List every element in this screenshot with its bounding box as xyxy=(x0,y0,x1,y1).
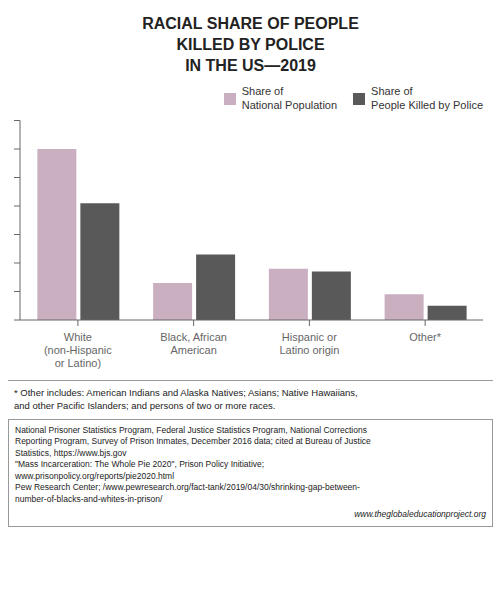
html-text:Share of National Population: Share of National Population xyxy=(241,85,338,112)
html-text:National Prisoner Statistics P: National Prisoner Statistics Program, Fe… xyxy=(15,425,371,504)
html-text:www.theglobaleducationproject.: www.theglobaleducationproject.org xyxy=(354,509,486,520)
svg-text:Other*: Other* xyxy=(409,331,442,343)
html-text:* Other includes: American Ind: * Other includes: American Indians and A… xyxy=(14,387,358,412)
svg-text:White(non-Hispanicor Latino): White(non-Hispanicor Latino) xyxy=(44,331,112,369)
svg-text:Hispanic orLatino origin: Hispanic orLatino origin xyxy=(279,331,339,356)
html-text:Share of People Killed by Poli: Share of People Killed by Police xyxy=(371,85,483,112)
html-text:RACIAL SHARE OF PEOPLE KILLED: RACIAL SHARE OF PEOPLE KILLED BY POLICE … xyxy=(142,15,359,74)
svg-text:Black, AfricanAmerican: Black, AfricanAmerican xyxy=(160,331,227,356)
